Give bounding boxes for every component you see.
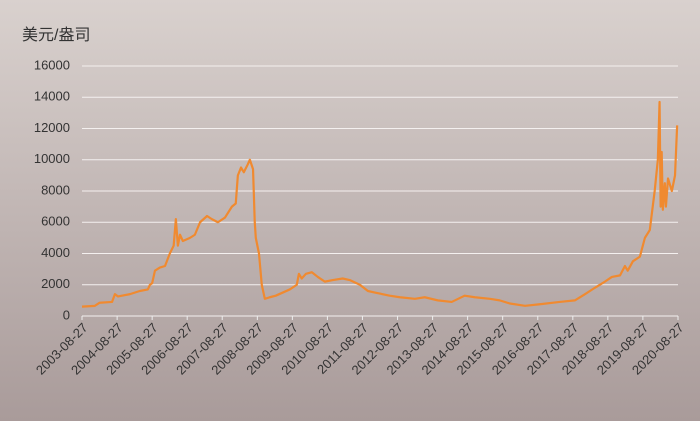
y-tick-label: 12000 <box>34 120 70 135</box>
y-tick-label: 6000 <box>41 214 70 229</box>
y-axis-label: 美元/盎司 <box>22 26 90 44</box>
y-tick-label: 10000 <box>34 151 70 166</box>
y-tick-label: 8000 <box>41 182 70 197</box>
y-tick-label: 4000 <box>41 245 70 260</box>
data-line <box>81 100 679 308</box>
y-tick-label: 16000 <box>34 57 70 72</box>
y-tick-label: 0 <box>63 307 70 322</box>
y-tick-label: 14000 <box>34 89 70 104</box>
y-tick-label: 2000 <box>41 276 70 291</box>
